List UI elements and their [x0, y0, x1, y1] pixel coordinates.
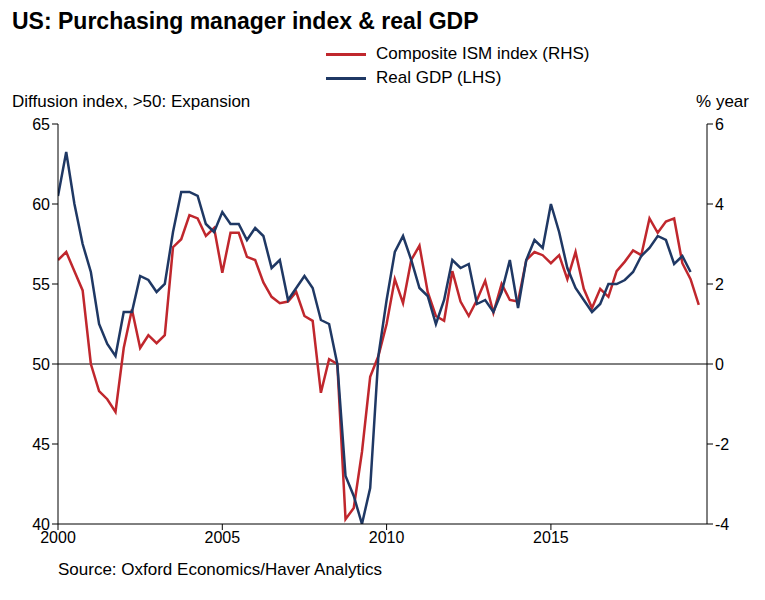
svg-text:50: 50: [32, 356, 50, 373]
html-text:Source: Oxford Economics/Haver: Source: Oxford Economics/Haver Analytics: [58, 560, 383, 579]
svg-text:65: 65: [32, 116, 50, 133]
svg-text:2015: 2015: [533, 529, 569, 546]
svg-text:6: 6: [715, 116, 724, 133]
html-text:US: Purchasing manager index &: US: Purchasing manager index & real GDP: [12, 8, 479, 34]
svg-text:40: 40: [32, 516, 50, 533]
svg-text:2000: 2000: [40, 529, 76, 547]
svg-text:55: 55: [32, 276, 50, 293]
svg-text:45: 45: [32, 436, 50, 453]
svg-text:2: 2: [715, 276, 724, 293]
svg-text:4: 4: [715, 196, 724, 213]
svg-text:-4: -4: [715, 516, 729, 533]
svg-text:-2: -2: [715, 436, 729, 453]
svg-text:0: 0: [715, 356, 724, 373]
html-text:% year: % year: [696, 92, 749, 111]
svg-text:2005: 2005: [205, 529, 241, 546]
html-text:Real GDP (LHS): Real GDP (LHS): [376, 68, 502, 87]
html-text:Diffusion index, >50: Expansio: Diffusion index, >50: Expansion: [12, 92, 251, 111]
svg-text:2010: 2010: [369, 529, 405, 546]
html-text:Composite ISM index (RHS): Composite ISM index (RHS): [376, 44, 590, 63]
svg-text:60: 60: [32, 196, 50, 213]
